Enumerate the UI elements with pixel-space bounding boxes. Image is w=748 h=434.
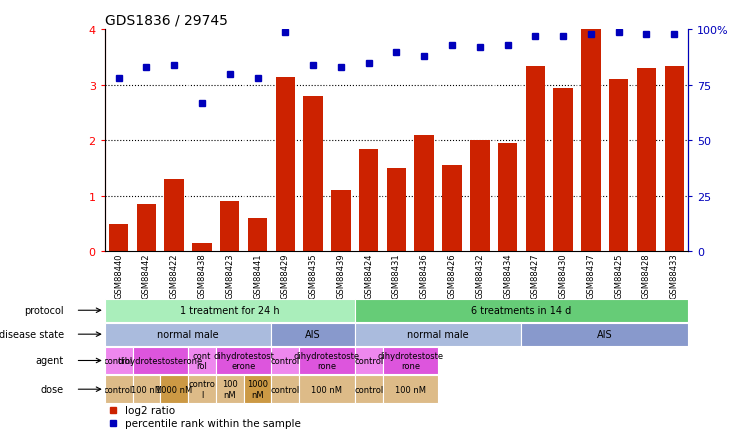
- Text: 100 nM: 100 nM: [131, 385, 162, 394]
- Bar: [526, 66, 545, 252]
- Bar: [132, 375, 160, 403]
- Text: control: control: [104, 356, 133, 365]
- Bar: [216, 347, 272, 375]
- Bar: [192, 243, 212, 252]
- Bar: [216, 375, 244, 403]
- Text: 6 treatments in 14 d: 6 treatments in 14 d: [471, 306, 571, 316]
- Bar: [109, 224, 129, 252]
- Text: control: control: [271, 356, 300, 365]
- Bar: [442, 166, 462, 252]
- Text: contro
l: contro l: [188, 380, 215, 399]
- Text: dihydrotestoste
rone: dihydrotestoste rone: [294, 351, 360, 370]
- Text: normal male: normal male: [157, 329, 219, 339]
- Bar: [355, 347, 382, 375]
- Text: 1000 nM: 1000 nM: [156, 385, 192, 394]
- Bar: [105, 347, 132, 375]
- Bar: [299, 347, 355, 375]
- Bar: [355, 375, 382, 403]
- Bar: [521, 323, 688, 346]
- Bar: [637, 69, 656, 252]
- Bar: [272, 375, 299, 403]
- Text: protocol: protocol: [24, 306, 64, 316]
- Bar: [105, 299, 355, 322]
- Bar: [165, 180, 184, 252]
- Text: 100
nM: 100 nM: [222, 380, 238, 399]
- Text: control: control: [354, 356, 383, 365]
- Bar: [220, 202, 239, 252]
- Bar: [331, 191, 351, 252]
- Text: dihydrotestosterone: dihydrotestosterone: [117, 356, 203, 365]
- Bar: [414, 135, 434, 252]
- Text: 1 treatment for 24 h: 1 treatment for 24 h: [180, 306, 280, 316]
- Bar: [382, 347, 438, 375]
- Bar: [355, 299, 688, 322]
- Bar: [470, 141, 489, 252]
- Text: cont
rol: cont rol: [193, 351, 211, 370]
- Text: disease state: disease state: [0, 329, 64, 339]
- Bar: [355, 323, 521, 346]
- Bar: [382, 375, 438, 403]
- Bar: [554, 89, 573, 252]
- Bar: [304, 97, 323, 252]
- Bar: [132, 347, 188, 375]
- Text: dose: dose: [40, 385, 64, 394]
- Text: normal male: normal male: [408, 329, 469, 339]
- Bar: [248, 219, 267, 252]
- Bar: [498, 144, 518, 252]
- Text: percentile rank within the sample: percentile rank within the sample: [125, 418, 301, 428]
- Bar: [272, 347, 299, 375]
- Text: control: control: [271, 385, 300, 394]
- Bar: [105, 323, 272, 346]
- Text: dihydrotestost
erone: dihydrotestost erone: [213, 351, 274, 370]
- Text: 100 nM: 100 nM: [311, 385, 343, 394]
- Text: control: control: [354, 385, 383, 394]
- Bar: [581, 30, 601, 252]
- Bar: [275, 77, 295, 252]
- Bar: [188, 347, 216, 375]
- Text: 100 nM: 100 nM: [395, 385, 426, 394]
- Bar: [387, 169, 406, 252]
- Bar: [299, 375, 355, 403]
- Text: AIS: AIS: [597, 329, 613, 339]
- Text: dihydrotestoste
rone: dihydrotestoste rone: [377, 351, 444, 370]
- Text: GDS1836 / 29745: GDS1836 / 29745: [105, 14, 227, 28]
- Bar: [272, 323, 355, 346]
- Bar: [609, 80, 628, 252]
- Text: agent: agent: [36, 356, 64, 365]
- Bar: [137, 205, 156, 252]
- Text: control: control: [104, 385, 133, 394]
- Bar: [105, 375, 132, 403]
- Bar: [664, 66, 684, 252]
- Text: AIS: AIS: [305, 329, 321, 339]
- Bar: [188, 375, 216, 403]
- Text: 1000
nM: 1000 nM: [247, 380, 268, 399]
- Bar: [160, 375, 188, 403]
- Bar: [359, 149, 378, 252]
- Text: log2 ratio: log2 ratio: [125, 405, 175, 415]
- Bar: [244, 375, 272, 403]
